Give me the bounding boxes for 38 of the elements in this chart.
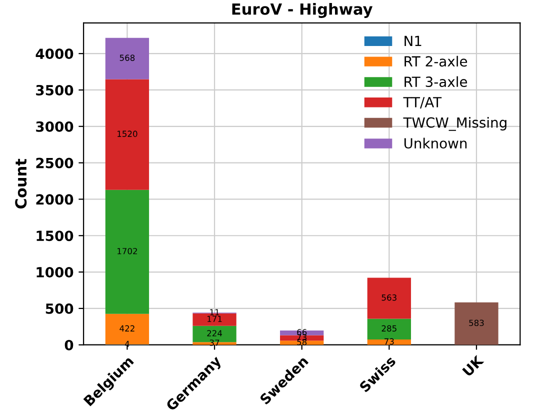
legend-label: TT/AT	[403, 97, 442, 108]
bar	[454, 302, 498, 345]
data-label: 583	[469, 320, 484, 326]
data-label: 568	[120, 54, 135, 61]
legend-label: RT 3-axle	[404, 76, 468, 88]
y-tick-label: 2500	[36, 158, 74, 168]
bar	[105, 314, 150, 345]
y-tick-label: 3000	[36, 121, 74, 132]
x-tick-label: UK	[462, 354, 484, 377]
data-label: 73	[384, 338, 394, 345]
bar	[367, 318, 411, 340]
y-tick-label: 1000	[36, 267, 74, 278]
data-label: 66	[297, 329, 307, 336]
legend-label: Unknown	[404, 138, 467, 149]
bar	[280, 330, 324, 336]
y-tick-label: 0	[64, 340, 74, 350]
y-tick-label: 1500	[36, 230, 74, 242]
chart-title: EuroV - Highway	[232, 3, 373, 18]
bar	[105, 38, 150, 80]
legend-label: TWCW_Missing	[403, 117, 506, 131]
data-label: 422	[120, 325, 134, 332]
data-label: 58	[297, 338, 307, 346]
data-label: 1520	[118, 130, 138, 137]
y-tick-label: 3500	[36, 84, 74, 96]
data-label: 563	[382, 294, 396, 301]
legend-label: N1	[404, 36, 422, 46]
legend-label: RT 2-axle	[404, 56, 468, 67]
y-axis-title: Count	[15, 158, 27, 209]
bar	[367, 278, 411, 319]
data-label: 171	[207, 316, 222, 322]
data-label: 1702	[118, 248, 137, 254]
bar	[105, 79, 150, 190]
data-label: 224	[207, 330, 222, 336]
y-tick-label: 4000	[36, 48, 74, 60]
y-tick-label: 500	[46, 303, 74, 314]
data-label: 285	[382, 325, 396, 332]
bar	[105, 190, 150, 314]
y-tick-label: 2000	[36, 194, 74, 205]
